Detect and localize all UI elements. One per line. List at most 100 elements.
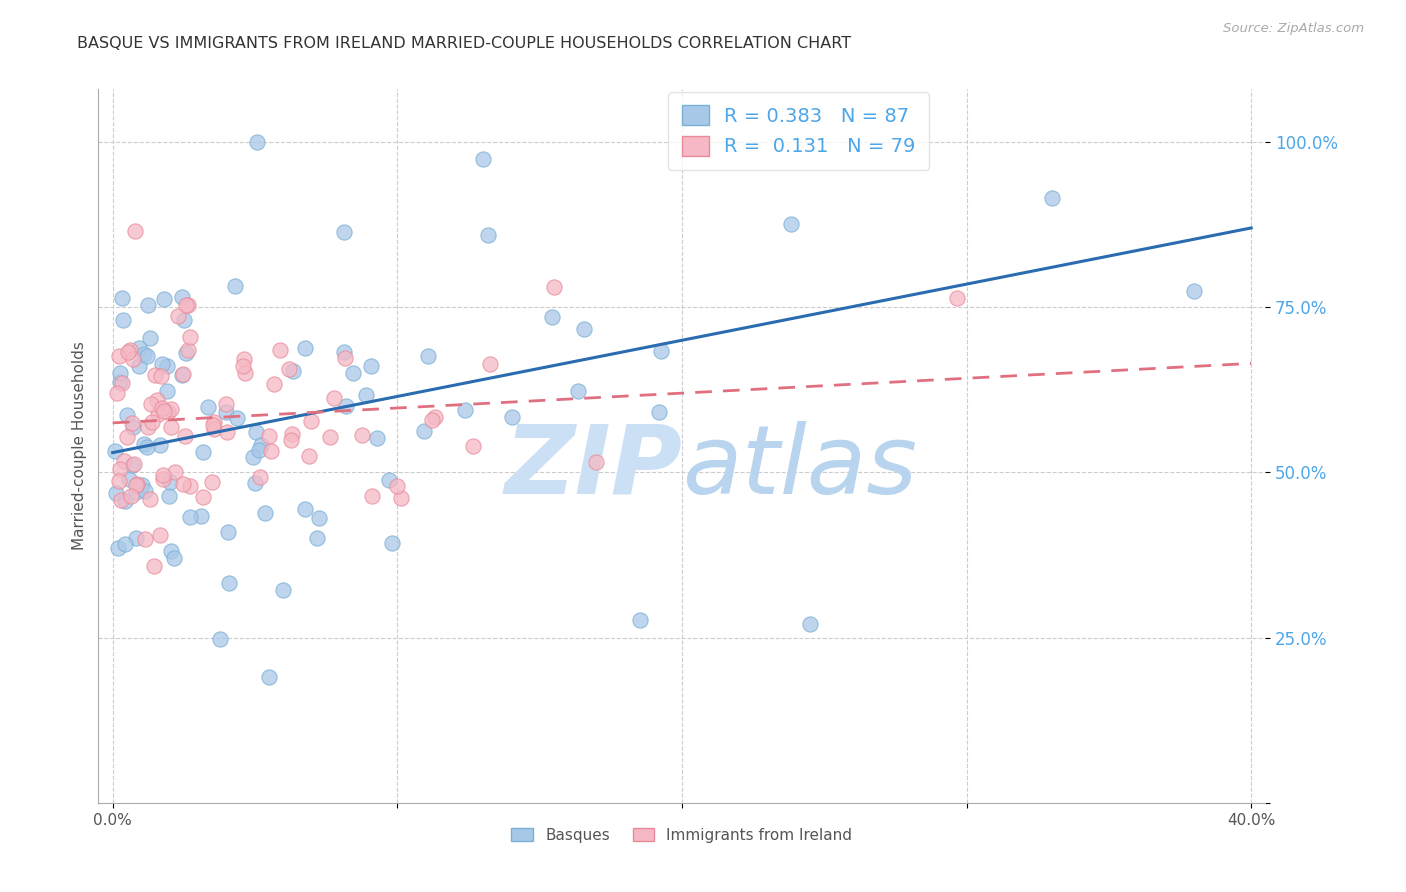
Point xyxy=(543,280,565,294)
Point xyxy=(111,291,134,305)
Point xyxy=(271,583,294,598)
Text: ZIP: ZIP xyxy=(503,421,682,514)
Point xyxy=(115,429,138,443)
Point xyxy=(163,551,186,566)
Point xyxy=(197,401,219,415)
Y-axis label: Married-couple Households: Married-couple Households xyxy=(72,342,87,550)
Point xyxy=(155,359,177,373)
Point xyxy=(305,531,328,545)
Point xyxy=(112,313,135,327)
Point xyxy=(202,415,225,429)
Legend: Basques, Immigrants from Ireland: Basques, Immigrants from Ireland xyxy=(505,822,859,848)
Point xyxy=(122,419,145,434)
Point xyxy=(1182,284,1205,298)
Point xyxy=(122,457,145,471)
Point xyxy=(202,422,225,436)
Point xyxy=(257,670,280,684)
Point xyxy=(259,429,281,443)
Point xyxy=(125,478,148,492)
Point xyxy=(454,402,477,417)
Point xyxy=(245,425,267,439)
Point xyxy=(780,217,803,231)
Point xyxy=(245,476,267,491)
Point xyxy=(165,465,187,479)
Point xyxy=(107,541,129,555)
Point xyxy=(381,535,404,549)
Point xyxy=(208,632,231,646)
Point xyxy=(280,433,302,447)
Point xyxy=(105,386,128,401)
Point xyxy=(139,331,162,345)
Point xyxy=(110,493,132,508)
Point xyxy=(420,413,443,427)
Point xyxy=(799,617,821,632)
Point xyxy=(114,537,136,551)
Point xyxy=(215,425,238,439)
Point xyxy=(170,290,193,304)
Point xyxy=(153,292,176,306)
Point xyxy=(294,501,316,516)
Point xyxy=(136,420,159,434)
Point xyxy=(143,368,166,383)
Point xyxy=(124,224,146,238)
Point xyxy=(281,426,304,441)
Point xyxy=(249,438,271,452)
Point xyxy=(159,475,181,489)
Point xyxy=(366,431,388,445)
Point xyxy=(217,524,239,539)
Point xyxy=(323,391,346,405)
Point xyxy=(378,473,401,487)
Point xyxy=(413,424,436,438)
Point xyxy=(308,511,330,525)
Point xyxy=(172,476,194,491)
Point xyxy=(135,440,157,454)
Point xyxy=(115,408,138,422)
Point xyxy=(108,349,131,363)
Point xyxy=(461,439,484,453)
Point xyxy=(478,358,501,372)
Point xyxy=(134,483,156,498)
Point xyxy=(201,417,224,432)
Point xyxy=(179,509,201,524)
Point xyxy=(121,416,143,430)
Point xyxy=(501,410,523,425)
Point xyxy=(172,367,194,381)
Point xyxy=(193,444,215,458)
Point xyxy=(232,359,254,373)
Point xyxy=(215,405,238,419)
Point xyxy=(141,415,163,429)
Point xyxy=(628,614,651,628)
Point xyxy=(277,362,299,376)
Point xyxy=(108,474,131,488)
Text: atlas: atlas xyxy=(682,421,917,514)
Point xyxy=(136,349,159,363)
Point xyxy=(1040,191,1063,205)
Point xyxy=(201,475,224,489)
Point xyxy=(245,135,267,149)
Point xyxy=(112,454,135,468)
Point xyxy=(254,506,277,520)
Point xyxy=(120,489,142,503)
Point xyxy=(134,532,156,546)
Point xyxy=(104,485,127,500)
Point xyxy=(139,397,162,411)
Point xyxy=(423,410,446,425)
Point xyxy=(150,357,173,371)
Point xyxy=(160,544,183,558)
Point xyxy=(131,477,153,491)
Point xyxy=(294,341,316,355)
Point xyxy=(127,477,149,491)
Point xyxy=(389,491,412,506)
Text: Source: ZipAtlas.com: Source: ZipAtlas.com xyxy=(1223,22,1364,36)
Point xyxy=(387,478,409,492)
Point xyxy=(297,449,319,463)
Point xyxy=(263,376,285,391)
Point xyxy=(152,468,174,483)
Point xyxy=(153,403,176,417)
Point xyxy=(650,343,672,358)
Point xyxy=(179,478,201,492)
Point xyxy=(149,369,172,384)
Point xyxy=(342,366,364,380)
Point xyxy=(176,298,198,312)
Point xyxy=(333,351,356,365)
